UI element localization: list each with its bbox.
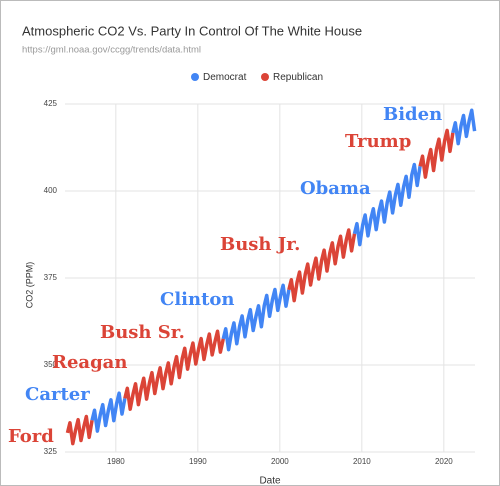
y-axis-label: CO2 (PPM) <box>24 262 34 309</box>
x-tick-label: 1990 <box>189 457 207 466</box>
y-tick-label: 425 <box>44 99 58 108</box>
x-axis-label: Date <box>259 476 281 486</box>
president-label: Trump <box>345 131 411 152</box>
president-label: Biden <box>383 104 442 125</box>
y-tick-label: 375 <box>44 273 58 282</box>
x-tick-label: 2000 <box>271 457 289 466</box>
series-line <box>90 108 477 433</box>
president-label: Obama <box>300 178 371 199</box>
president-label: Reagan <box>52 352 127 373</box>
legend-label: Republican <box>273 72 323 83</box>
chart-subtitle: https://gml.noaa.gov/ccgg/trends/data.ht… <box>22 45 201 56</box>
x-tick-label: 2010 <box>353 457 371 466</box>
x-tick-label: 2020 <box>435 457 453 466</box>
president-label: Bush Jr. <box>220 234 300 255</box>
y-tick-label: 325 <box>44 447 58 456</box>
president-label: Ford <box>8 426 54 447</box>
y-tick-label: 350 <box>44 360 58 369</box>
president-label: Carter <box>25 384 90 405</box>
president-label: Bush Sr. <box>100 322 185 343</box>
chart-title: Atmospheric CO2 Vs. Party In Control Of … <box>22 23 362 38</box>
legend-label: Democrat <box>203 72 247 83</box>
legend-swatch <box>261 73 269 81</box>
legend-swatch <box>191 73 199 81</box>
series-line <box>65 128 455 446</box>
x-tick-label: 1980 <box>107 457 125 466</box>
y-tick-label: 400 <box>44 186 58 195</box>
president-label: Clinton <box>160 289 235 310</box>
